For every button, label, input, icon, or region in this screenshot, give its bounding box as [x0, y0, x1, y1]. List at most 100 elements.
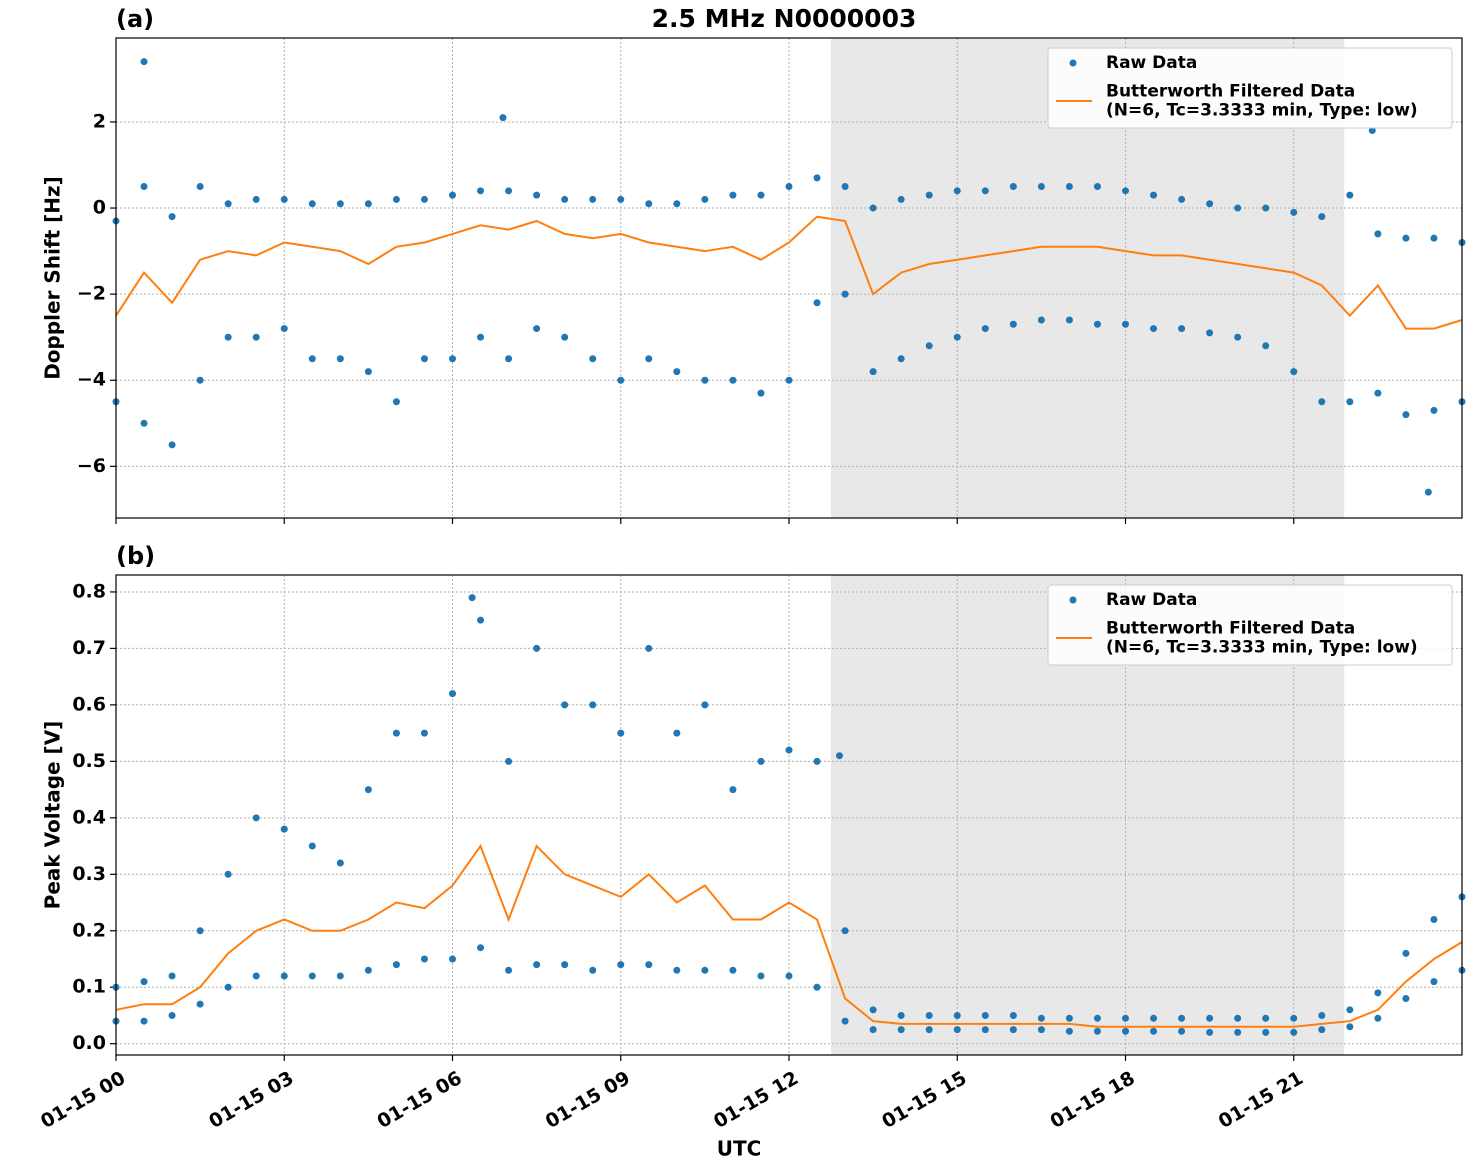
legend-box	[1047, 584, 1453, 666]
raw-point	[785, 376, 793, 384]
y-tick-label: 0.5	[72, 750, 106, 772]
raw-point	[701, 376, 709, 384]
raw-point	[589, 195, 597, 203]
raw-point	[617, 376, 625, 384]
raw-point	[673, 368, 681, 376]
raw-point	[1037, 1014, 1045, 1022]
raw-point	[729, 191, 737, 199]
raw-point	[449, 690, 456, 698]
raw-point	[168, 213, 176, 221]
raw-point	[1402, 995, 1410, 1003]
raw-point	[533, 961, 541, 969]
legend-box	[1047, 47, 1453, 129]
raw-point	[224, 333, 232, 341]
y-tick-label: 0.4	[72, 806, 106, 828]
y-axis-label: Peak Voltage [V]	[41, 721, 65, 910]
y-tick-label: 0.8	[72, 580, 106, 602]
raw-point	[645, 961, 653, 969]
raw-point	[813, 983, 821, 991]
raw-point	[1206, 1014, 1214, 1022]
raw-point	[589, 701, 597, 709]
raw-point	[701, 701, 709, 709]
raw-point	[785, 746, 793, 754]
x-tick-label: 01-15 12	[710, 1067, 802, 1133]
raw-point	[1424, 488, 1432, 496]
raw-point	[1122, 187, 1129, 195]
raw-point	[897, 1026, 905, 1034]
raw-point	[140, 1017, 148, 1025]
raw-point	[224, 870, 232, 878]
raw-point	[561, 195, 569, 203]
raw-point	[1430, 406, 1438, 414]
raw-point	[1150, 191, 1158, 199]
raw-point	[1093, 1027, 1101, 1035]
raw-point	[869, 204, 877, 212]
raw-point	[757, 972, 765, 980]
raw-point	[1346, 191, 1354, 199]
raw-point	[1122, 1027, 1129, 1035]
raw-point	[561, 961, 569, 969]
raw-point	[1122, 320, 1129, 328]
filtered-line	[115, 843, 1463, 1028]
raw-point	[1318, 1026, 1326, 1034]
raw-point	[1346, 1023, 1354, 1031]
raw-point	[1262, 204, 1270, 212]
raw-point	[835, 752, 843, 760]
raw-point	[1290, 1028, 1298, 1036]
x-tick-label: 01-15 21	[1215, 1067, 1307, 1133]
raw-point	[757, 389, 765, 397]
raw-point	[841, 183, 849, 191]
raw-point	[1374, 989, 1382, 997]
raw-point	[1234, 1028, 1242, 1036]
raw-point	[449, 355, 456, 363]
raw-point	[196, 376, 204, 384]
raw-point	[196, 927, 204, 935]
raw-point	[729, 376, 737, 384]
raw-point	[477, 944, 485, 952]
raw-point	[1234, 204, 1242, 212]
legend-marker	[1069, 596, 1077, 604]
raw-point	[645, 355, 653, 363]
raw-point	[1374, 230, 1382, 238]
panel-label: (b)	[116, 542, 155, 570]
raw-point	[925, 191, 933, 199]
raw-point	[1262, 1028, 1270, 1036]
raw-point	[364, 368, 372, 376]
y-tick-label: 0.1	[72, 976, 106, 998]
raw-point	[308, 972, 316, 980]
raw-point	[1290, 208, 1298, 216]
raw-point	[757, 757, 765, 765]
raw-point	[953, 333, 961, 341]
panel-label: (a)	[116, 5, 154, 33]
raw-point	[392, 729, 400, 737]
raw-point	[953, 1026, 961, 1034]
raw-point	[168, 441, 176, 449]
y-tick-label: −2	[77, 283, 106, 305]
legend-label: Raw Data	[1106, 53, 1197, 73]
raw-point	[140, 419, 148, 427]
raw-point	[1262, 1014, 1270, 1022]
raw-point	[1037, 1026, 1045, 1034]
raw-point	[1009, 1026, 1017, 1034]
raw-point	[392, 961, 400, 969]
raw-point	[477, 187, 485, 195]
raw-point	[897, 195, 905, 203]
raw-point	[617, 729, 625, 737]
raw-point	[1206, 329, 1214, 337]
raw-point	[981, 187, 989, 195]
raw-point	[1150, 1027, 1158, 1035]
raw-point	[561, 701, 569, 709]
raw-point	[869, 368, 877, 376]
raw-point	[392, 195, 400, 203]
raw-point	[1178, 1027, 1186, 1035]
raw-point	[1178, 195, 1186, 203]
y-tick-label: 0.6	[72, 693, 106, 715]
x-tick-label: 01-15 15	[878, 1067, 970, 1133]
raw-point	[1346, 1006, 1354, 1014]
raw-point	[869, 1006, 877, 1014]
raw-point	[981, 1011, 989, 1019]
axes-frame	[115, 37, 1463, 519]
raw-point	[224, 983, 232, 991]
x-tick-label: 01-15 00	[37, 1067, 129, 1133]
raw-point	[252, 972, 260, 980]
